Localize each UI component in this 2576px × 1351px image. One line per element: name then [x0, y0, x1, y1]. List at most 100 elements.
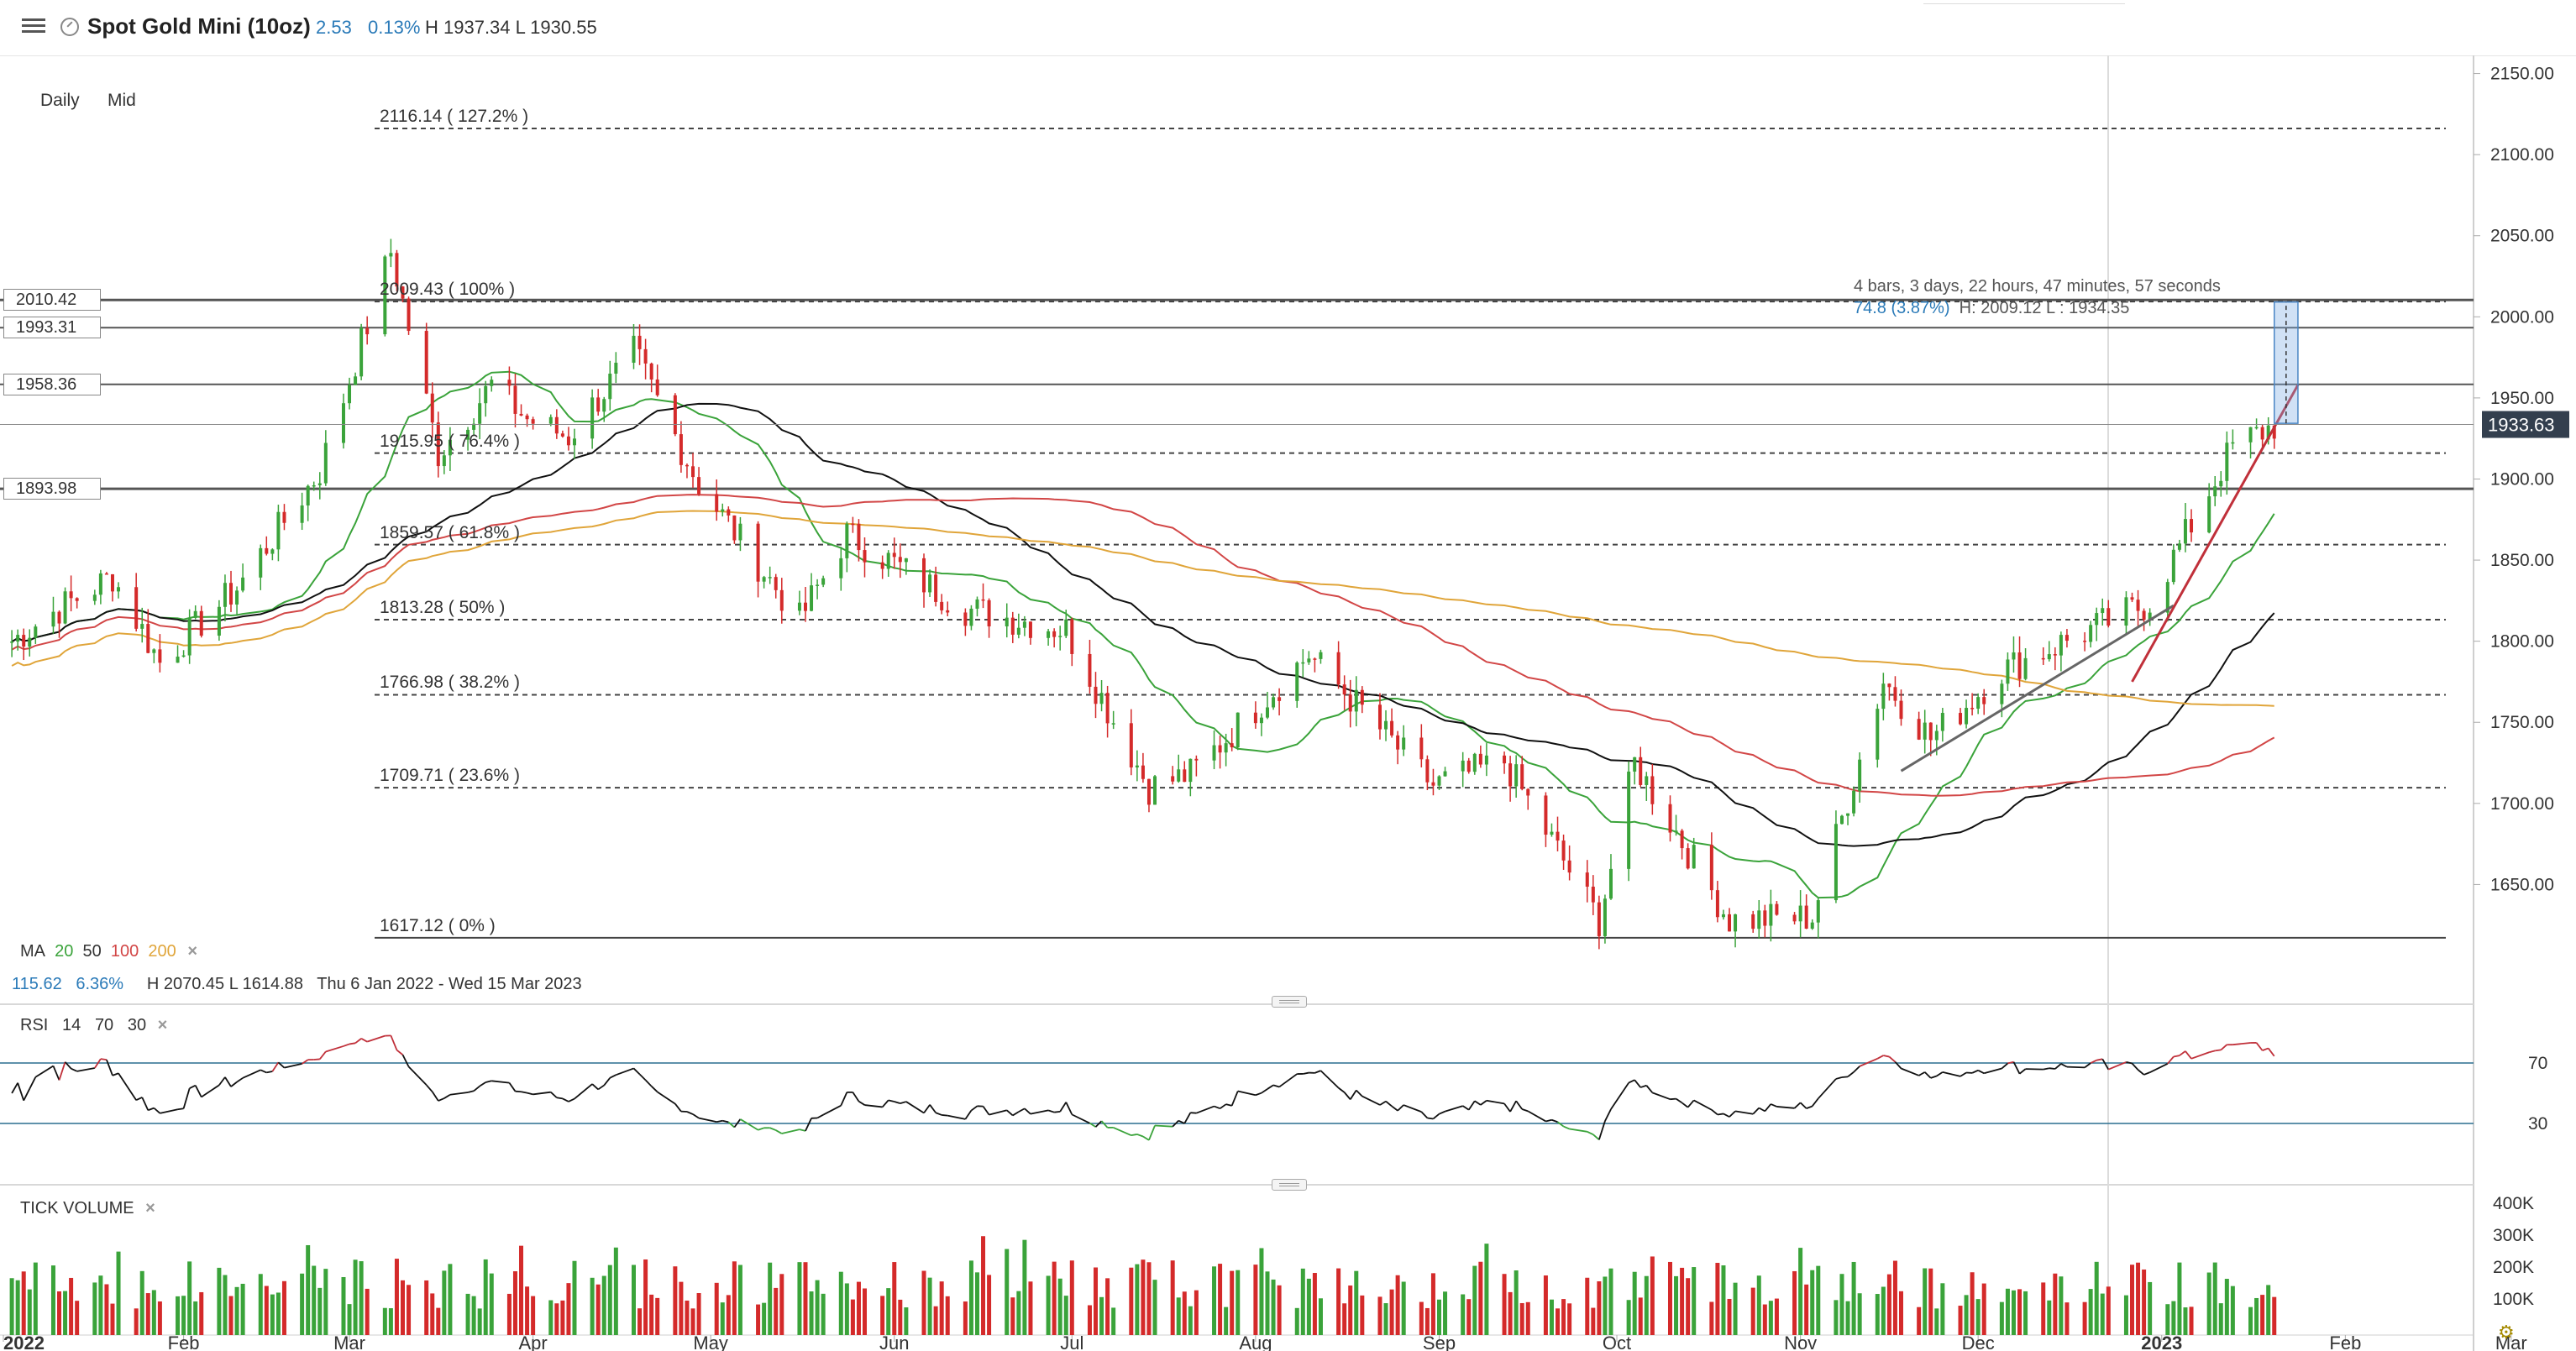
rsi-line-segment [1100, 1120, 1109, 1128]
rsi-lower[interactable]: 30 [127, 1016, 147, 1034]
volume-bar [898, 1299, 903, 1335]
candle-body [1425, 759, 1430, 783]
volume-label: TICK VOLUME [20, 1199, 134, 1217]
candle-body [1153, 776, 1157, 805]
rsi-line-segment [858, 1100, 865, 1106]
volume-bar [1135, 1264, 1140, 1335]
candle-body [98, 573, 102, 595]
candle-body [2225, 442, 2229, 481]
rsi-line-segment [1876, 1055, 1884, 1060]
ma20-legend[interactable]: 20 [55, 942, 74, 961]
candle-body [2260, 427, 2264, 440]
price-type-selector[interactable]: Mid [108, 91, 136, 110]
ma100-legend[interactable]: 100 [110, 942, 139, 961]
rsi-line-segment [147, 1107, 155, 1112]
volume-bar [1129, 1267, 1134, 1335]
candle-body [1266, 707, 1269, 718]
candle-body [484, 385, 488, 404]
candle-body [886, 552, 890, 569]
candle-body [649, 363, 653, 380]
candle-body [1319, 652, 1323, 659]
volume-bar [1762, 1304, 1767, 1335]
hamburger-menu-icon[interactable] [22, 15, 45, 37]
ma50-legend[interactable]: 50 [82, 942, 102, 961]
rsi-line-segment [438, 1097, 445, 1102]
candle-body [1384, 720, 1388, 730]
rsi-line-segment [1676, 1097, 1683, 1104]
rsi-line-segment [2255, 1042, 2264, 1051]
volume-bar [1046, 1275, 1051, 1335]
candle-body [1627, 771, 1631, 869]
volume-bar [1099, 1296, 1104, 1335]
candle-body [1212, 745, 1216, 761]
volume-bar [1556, 1308, 1561, 1335]
candle-body [2106, 608, 2111, 626]
volume-bar [2041, 1282, 2046, 1335]
candle-body [513, 385, 517, 414]
rsi-line-segment [1723, 1113, 1730, 1118]
ma-close-icon[interactable]: × [187, 942, 197, 961]
volume-bar [1567, 1303, 1572, 1335]
candle-body [1520, 764, 1524, 789]
volume-bar [2094, 1261, 2099, 1335]
rsi-close-icon[interactable]: × [157, 1016, 168, 1034]
candle-body [1816, 900, 1820, 923]
volume-bar [2224, 1279, 2229, 1335]
volume-bar [1774, 1298, 1779, 1335]
rsi-line-segment [1503, 1102, 1511, 1113]
rsi-line-segment [1220, 1103, 1227, 1109]
rsi-line-segment [982, 1106, 990, 1116]
header-tab-edge [1923, 0, 2125, 4]
rsi-line-segment [1314, 1070, 1321, 1074]
rsi-upper[interactable]: 70 [94, 1016, 114, 1034]
rsi-line-segment [686, 1111, 694, 1115]
range-info: 115.62 6.36% H 2070.45 L 1614.88 Thu 6 J… [12, 975, 582, 994]
volume-bar [1804, 1284, 1809, 1335]
volume-bar [1519, 1302, 1524, 1335]
rsi-line-segment [1462, 1105, 1470, 1111]
price-axis-label: 2000.00 [2490, 307, 2554, 327]
rsi-line-segment [989, 1109, 1007, 1116]
rsi-line-segment [852, 1092, 860, 1102]
rsi-line-segment [2167, 1055, 2175, 1065]
rising-trendline [2131, 384, 2300, 683]
rsi-line-segment [1569, 1128, 1587, 1133]
rsi-line-segment [396, 1049, 404, 1055]
interval-selector[interactable]: Daily [40, 91, 80, 110]
volume-bar [1052, 1261, 1057, 1335]
rsi-period[interactable]: 14 [62, 1016, 81, 1034]
candle-body [2064, 635, 2069, 641]
instrument-title[interactable]: Spot Gold Mini (10oz) [87, 13, 311, 39]
rsi-line-segment [277, 1061, 286, 1069]
candle-body [1692, 845, 1696, 869]
candle-body [1959, 713, 1963, 725]
rsi-line-segment [1183, 1112, 1192, 1124]
rsi-pane-resize-handle[interactable] [1272, 996, 1307, 1008]
ma200-legend[interactable]: 200 [148, 942, 176, 961]
volume-bar [548, 1300, 553, 1335]
candle-body [1721, 914, 1725, 918]
volume-bar [1686, 1278, 1691, 1335]
time-axis-label: Jun [879, 1333, 909, 1351]
volume-bar [92, 1282, 97, 1335]
time-axis-label: Nov [1784, 1333, 1817, 1351]
candle-body [1307, 658, 1311, 662]
rsi-line-segment [201, 1084, 220, 1098]
candle-body [779, 589, 784, 611]
volume-bar [75, 1301, 80, 1335]
volume-pane-resize-handle[interactable] [1272, 1179, 1307, 1191]
rsi-line-segment [182, 1087, 191, 1109]
fibonacci-label: 1617.12 ( 0% ) [380, 915, 496, 935]
volume-bar [1354, 1270, 1359, 1335]
rsi-line-segment [1556, 1121, 1565, 1128]
rsi-line-segment [1771, 1103, 1777, 1108]
volume-bar [489, 1273, 494, 1335]
candle-body [1876, 709, 1880, 760]
volume-close-icon[interactable]: × [145, 1199, 155, 1217]
volume-bar [400, 1280, 405, 1335]
rsi-line-segment [2143, 1071, 2150, 1076]
candle-body [365, 327, 370, 335]
settings-gear-icon[interactable]: ⚙ [2498, 1322, 2515, 1343]
candle-body [430, 393, 434, 423]
